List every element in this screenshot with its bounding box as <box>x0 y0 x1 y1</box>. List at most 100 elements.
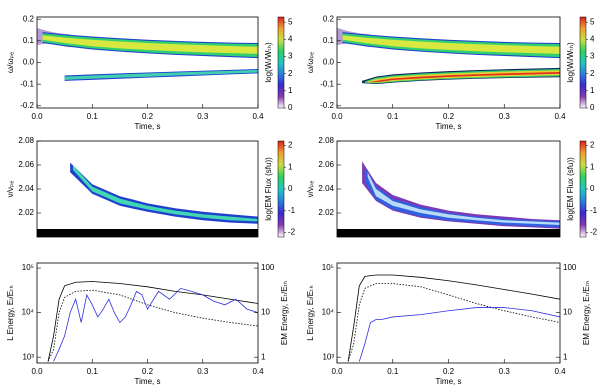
plot-frame <box>336 16 561 109</box>
colorbar-tick-label: 1 <box>288 86 293 95</box>
line <box>347 283 560 362</box>
spectral-band <box>42 35 258 54</box>
colorbar-label: log(Wₗ/Wₜₕ) <box>566 42 575 83</box>
x-tick-label: 0.3 <box>499 367 511 376</box>
panel: 0.0 0.1 0.2 0.3 0.4 10³ 10⁴ 10⁵ Time, s L Energy,… <box>6 262 289 386</box>
x-axis-label: Time, s <box>135 122 161 131</box>
spectral-band <box>72 165 258 222</box>
plot-area <box>337 27 560 85</box>
colorbar-tick-label: -2 <box>288 228 296 237</box>
y-tick-label: 10⁴ <box>22 308 35 317</box>
y-tick-label: 10⁵ <box>22 263 34 272</box>
spectral-band <box>64 69 258 80</box>
y-tick-label: -0.1 <box>320 79 334 88</box>
x-tick-label: 0.0 <box>31 112 43 121</box>
y-tick-label: 2.06 <box>18 160 34 169</box>
y-tick-label: 10⁴ <box>322 308 335 317</box>
x-tick-label: 0.1 <box>387 367 399 376</box>
baseline-bar <box>337 229 560 237</box>
plot-area <box>347 274 560 362</box>
y-tick-label: -0.2 <box>20 101 34 110</box>
y2-tick-label: 100 <box>563 263 577 272</box>
x-axis-label: Time, s <box>135 377 161 386</box>
x-tick-label: 0.0 <box>331 367 343 376</box>
y-tick-label: -0.2 <box>320 101 334 110</box>
x-tick-label: 0.4 <box>252 367 264 376</box>
plot-area <box>47 281 258 362</box>
colorbar-label: log(Wₗ/Wₜₕ) <box>264 42 273 83</box>
y2-tick-label: 10 <box>563 308 572 317</box>
baseline-bar <box>37 229 258 237</box>
y-axis-label: L Energy, Eₗ/Eₜₕ <box>306 285 315 340</box>
y-tick-label: 10³ <box>22 352 34 361</box>
y-tick-label: 10³ <box>322 352 334 361</box>
colorbar-tick-label: 2 <box>288 140 293 149</box>
x-tick-label: 0.4 <box>554 367 566 376</box>
colorbar-tick-label: 2 <box>288 69 293 78</box>
panel: 2.02 2.04 2.06 2.08 ν/νₚₑ -2 -1 0 1 2 log(EM Flux … <box>306 136 598 238</box>
colorbar-tick-label: 5 <box>288 17 293 26</box>
y2-tick-label: 1 <box>261 352 266 361</box>
panel: 2.02 2.04 2.06 2.08 ν/νₚₑ -2 -1 0 1 2 log(EM Flux … <box>6 136 296 238</box>
x-tick-label: 0.3 <box>499 112 511 121</box>
colorbar-tick-label: 0 <box>288 184 293 193</box>
plot-area <box>37 27 258 81</box>
y-tick-label: 2.02 <box>18 208 34 217</box>
plot-frame <box>336 262 561 364</box>
y-tick-label: 2.06 <box>318 160 334 169</box>
y-tick-label: 0.0 <box>23 58 35 67</box>
line <box>53 287 258 362</box>
colorbar <box>579 16 587 109</box>
y-tick-label: 2.08 <box>18 136 34 145</box>
y-tick-label: 10⁵ <box>322 263 334 272</box>
colorbar <box>579 140 587 238</box>
x-tick-label: 0.1 <box>87 367 99 376</box>
x-tick-label: 0.2 <box>142 367 154 376</box>
plot-frame <box>36 140 259 238</box>
colorbar-tick-label: 2 <box>590 69 595 78</box>
line <box>47 281 258 362</box>
y-tick-label: 2.02 <box>318 208 334 217</box>
x-tick-label: 0.1 <box>87 112 99 121</box>
colorbar-tick-label: 1 <box>288 162 293 171</box>
y2-tick-label: 10 <box>261 308 270 317</box>
y-tick-label: 2.04 <box>18 184 34 193</box>
colorbar-label: log(EM Flux (sfu)) <box>566 157 575 221</box>
plot-area <box>37 162 258 237</box>
y-axis-label: L Energy, Eₗ/Eₜₕ <box>6 285 15 340</box>
colorbar-tick-label: -1 <box>288 206 296 215</box>
colorbar-tick-label: 0 <box>590 184 595 193</box>
y-tick-label: 0.0 <box>323 58 335 67</box>
colorbar-tick-label: 4 <box>288 34 293 43</box>
y-axis-label: ν/νₚₑ <box>6 181 15 198</box>
y2-tick-label: 100 <box>261 263 275 272</box>
x-tick-label: 0.0 <box>31 367 43 376</box>
y-axis-label: ν/νₚₑ <box>306 181 315 198</box>
x-tick-label: 0.3 <box>197 112 209 121</box>
colorbar-tick-label: 3 <box>590 52 595 61</box>
y-axis-label: ω/ωₚₑ <box>6 52 15 73</box>
x-tick-label: 0.2 <box>443 112 455 121</box>
y-axis-label: ω/ωₚₑ <box>306 52 315 73</box>
colorbar <box>277 16 285 109</box>
colorbar-tick-label: 3 <box>288 52 293 61</box>
y-tick-label: 0.2 <box>323 14 335 23</box>
x-tick-label: 0.3 <box>197 367 209 376</box>
spectral-band <box>364 167 560 228</box>
colorbar-tick-label: 0 <box>590 103 595 112</box>
colorbar-tick-label: 1 <box>590 86 595 95</box>
y2-axis-label: EM Energy, Eₜ/Eₜₕ <box>582 281 591 345</box>
y-tick-label: 0.2 <box>23 14 35 23</box>
plot-area <box>337 161 560 237</box>
plot-frame <box>36 16 259 109</box>
y2-axis-label: EM Energy, Eₜ/Eₜₕ <box>280 281 289 345</box>
colorbar-tick-label: 5 <box>590 17 595 26</box>
y-tick-label: 0.1 <box>323 36 335 45</box>
x-axis-label: Time, s <box>436 377 462 386</box>
y-tick-label: -0.1 <box>20 79 34 88</box>
panel: 0.0 0.1 0.2 0.3 0.4 10³ 10⁴ 10⁵ Time, s L Energy,… <box>306 262 591 386</box>
colorbar-tick-label: -2 <box>590 228 598 237</box>
y-tick-label: 2.04 <box>318 184 334 193</box>
